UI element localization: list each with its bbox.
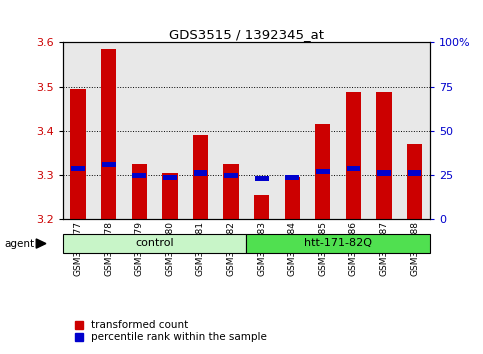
- Bar: [315, 124, 330, 219]
- Bar: [71, 89, 86, 219]
- Bar: [408, 170, 422, 176]
- Bar: [377, 170, 391, 176]
- Bar: [284, 177, 300, 219]
- Bar: [376, 92, 392, 219]
- Bar: [285, 175, 299, 180]
- Bar: [346, 92, 361, 219]
- Bar: [254, 195, 270, 219]
- Bar: [223, 164, 239, 219]
- Bar: [407, 144, 422, 219]
- Polygon shape: [36, 239, 46, 248]
- Bar: [63, 234, 246, 253]
- Bar: [346, 166, 360, 171]
- Bar: [316, 169, 330, 175]
- Bar: [162, 173, 177, 219]
- Bar: [131, 164, 147, 219]
- Bar: [193, 136, 208, 219]
- Bar: [194, 170, 207, 176]
- Text: agent: agent: [5, 239, 35, 249]
- Bar: [101, 49, 116, 219]
- Title: GDS3515 / 1392345_at: GDS3515 / 1392345_at: [169, 28, 324, 41]
- Bar: [163, 175, 177, 180]
- Bar: [102, 161, 115, 167]
- Bar: [132, 172, 146, 178]
- Bar: [224, 172, 238, 178]
- Text: control: control: [135, 238, 174, 249]
- Bar: [246, 234, 430, 253]
- Bar: [71, 166, 85, 171]
- Legend: transformed count, percentile rank within the sample: transformed count, percentile rank withi…: [75, 320, 267, 342]
- Bar: [255, 176, 269, 181]
- Text: htt-171-82Q: htt-171-82Q: [304, 238, 372, 249]
